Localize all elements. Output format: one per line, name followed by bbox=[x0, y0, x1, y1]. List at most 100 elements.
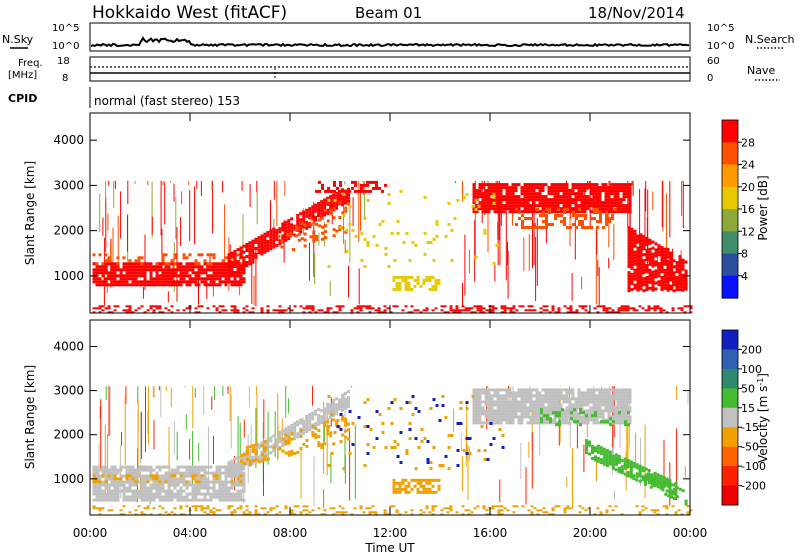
range-gate-cell bbox=[308, 419, 312, 423]
range-gate-cell bbox=[292, 248, 295, 251]
range-gate-cell bbox=[209, 262, 213, 266]
range-gate-cell bbox=[161, 253, 165, 257]
range-gate-cell bbox=[523, 189, 527, 193]
range-gate-streak bbox=[137, 386, 139, 404]
range-gate-cell bbox=[131, 468, 135, 472]
range-gate-cell bbox=[458, 309, 462, 312]
range-gate-cell bbox=[602, 450, 606, 454]
range-gate-cell bbox=[490, 198, 494, 202]
range-gate-cell bbox=[602, 309, 606, 312]
range-gate-cell bbox=[487, 421, 491, 425]
range-gate-cell bbox=[636, 237, 640, 241]
range-gate-cell bbox=[95, 471, 99, 475]
range-gate-cell bbox=[478, 183, 482, 187]
range-gate-cell bbox=[278, 230, 282, 234]
range-gate-cell bbox=[185, 498, 189, 502]
range-gate-cell bbox=[431, 287, 435, 291]
range-gate-cell bbox=[535, 394, 539, 398]
range-gate-cell bbox=[134, 262, 138, 266]
range-gate-cell bbox=[203, 474, 207, 478]
range-gate-cell bbox=[511, 189, 515, 193]
range-gate-cell bbox=[347, 199, 350, 203]
range-gate-cell bbox=[487, 201, 491, 205]
range-gate-cell bbox=[101, 474, 105, 478]
range-gate-cell bbox=[526, 409, 530, 413]
range-gate-cell bbox=[179, 489, 183, 493]
range-gate-cell bbox=[338, 425, 342, 429]
range-gate-cell bbox=[206, 483, 210, 487]
range-gate-cell bbox=[128, 259, 132, 263]
range-gate-cell bbox=[484, 394, 488, 398]
range-gate-streak bbox=[300, 449, 302, 499]
range-gate-cell bbox=[491, 505, 495, 508]
range-gate-cell bbox=[541, 186, 545, 190]
range-gate-cell bbox=[626, 309, 630, 312]
range-gate-cell bbox=[242, 262, 246, 266]
range-gate-cell bbox=[625, 397, 629, 401]
range-gate-streak bbox=[285, 386, 287, 418]
range-gate-cell bbox=[502, 210, 506, 214]
range-gate-cell bbox=[542, 309, 546, 312]
range-gate-cell bbox=[417, 446, 421, 449]
range-gate-cell bbox=[98, 489, 102, 493]
range-gate-cell bbox=[360, 231, 364, 235]
range-gate-cell bbox=[194, 271, 198, 275]
range-gate-cell bbox=[98, 507, 102, 510]
range-gate-cell bbox=[131, 274, 135, 278]
range-gate-cell bbox=[559, 406, 563, 410]
range-gate-cell bbox=[116, 480, 120, 484]
range-gate-cell bbox=[635, 466, 639, 470]
range-gate-cell bbox=[260, 309, 264, 312]
range-gate-cell bbox=[595, 397, 599, 401]
range-gate-cell bbox=[239, 249, 243, 253]
range-gate-cell bbox=[206, 283, 210, 287]
range-gate-cell bbox=[431, 478, 435, 482]
range-gate-cell bbox=[302, 442, 306, 446]
range-gate-cell bbox=[575, 217, 578, 220]
range-gate-cell bbox=[580, 201, 584, 205]
range-gate-cell bbox=[104, 483, 108, 487]
range-gate-cell bbox=[240, 453, 243, 457]
range-gate-cell bbox=[266, 305, 270, 308]
range-gate-cell bbox=[332, 193, 336, 197]
range-gate-cell bbox=[589, 388, 593, 392]
range-gate-cell bbox=[203, 283, 207, 287]
range-gate-cell bbox=[321, 183, 324, 187]
range-gate-cell bbox=[239, 505, 243, 508]
range-gate-cell bbox=[580, 418, 584, 422]
range-gate-cell bbox=[392, 487, 396, 491]
range-gate-cell bbox=[571, 201, 575, 205]
range-gate-cell bbox=[593, 307, 597, 310]
range-gate-cell bbox=[434, 278, 438, 282]
range-gate-cell bbox=[598, 195, 602, 199]
range-gate-cell bbox=[309, 235, 313, 239]
range-gate-cell bbox=[610, 397, 614, 401]
range-gate-cell bbox=[239, 489, 243, 493]
range-gate-cell bbox=[149, 307, 153, 310]
range-gate-cell bbox=[562, 415, 566, 419]
range-gate-cell bbox=[509, 309, 513, 312]
range-gate-cell bbox=[529, 183, 533, 187]
range-gate-cell bbox=[544, 391, 548, 395]
range-gate-cell bbox=[662, 309, 666, 312]
range-gate-streak bbox=[528, 234, 530, 271]
range-gate-cell bbox=[589, 406, 593, 410]
range-gate-cell bbox=[242, 464, 246, 468]
range-gate-cell bbox=[158, 268, 162, 272]
range-gate-cell bbox=[478, 415, 482, 419]
range-gate-cell bbox=[290, 509, 294, 512]
range-gate-cell bbox=[574, 397, 578, 401]
range-gate-cell bbox=[161, 495, 165, 499]
range-gate-cell bbox=[586, 207, 590, 211]
range-gate-cell bbox=[158, 483, 162, 487]
range-gate-cell bbox=[657, 250, 661, 254]
range-gate-cell bbox=[508, 406, 512, 410]
range-gate-cell bbox=[230, 474, 234, 478]
range-gate-cell bbox=[675, 486, 679, 490]
range-gate-cell bbox=[611, 309, 615, 312]
range-gate-cell bbox=[578, 214, 581, 217]
range-gate-streak bbox=[188, 180, 190, 186]
colorbar-tick-label: 4 bbox=[741, 270, 748, 283]
range-gate-cell bbox=[611, 214, 614, 217]
range-gate-cell bbox=[616, 198, 620, 202]
